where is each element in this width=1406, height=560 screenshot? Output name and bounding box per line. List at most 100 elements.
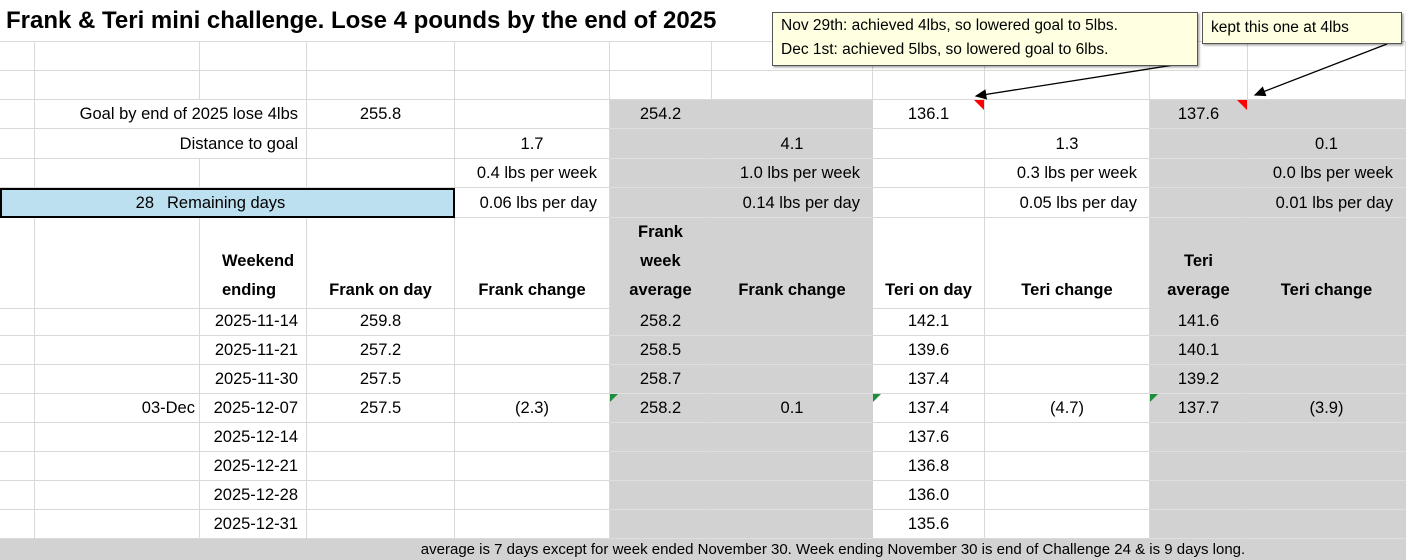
cell-note-date[interactable] bbox=[35, 307, 200, 336]
empty-cell[interactable] bbox=[35, 159, 200, 188]
cell-frank-avg-change[interactable] bbox=[712, 481, 873, 510]
frank-goal-cell[interactable]: 255.8 bbox=[307, 100, 455, 129]
cell-frank-change[interactable] bbox=[455, 307, 610, 336]
empty-cell[interactable] bbox=[307, 42, 455, 71]
cell-frank-avg-change[interactable]: 0.1 bbox=[712, 394, 873, 423]
header-teri-on-day[interactable]: Teri on day bbox=[873, 218, 985, 309]
empty-cell[interactable] bbox=[1150, 42, 1248, 71]
cell-teri-on-day[interactable]: 137.4 bbox=[873, 365, 985, 394]
remaining-days-cell[interactable]: 28 Remaining days bbox=[0, 188, 455, 218]
cell-frank-change[interactable] bbox=[455, 510, 610, 539]
empty-cell[interactable] bbox=[610, 129, 712, 159]
frank-per-day-cell[interactable]: 0.06 lbs per day bbox=[455, 188, 610, 218]
cell-frank-change[interactable] bbox=[455, 365, 610, 394]
cell-frank-on-day[interactable]: 259.8 bbox=[307, 307, 455, 336]
cell-frank-avg-change[interactable] bbox=[712, 510, 873, 539]
cell-weekend-ending[interactable]: 2025-12-21 bbox=[200, 452, 307, 481]
cell-weekend-ending[interactable]: 2025-11-21 bbox=[200, 336, 307, 365]
empty-cell[interactable] bbox=[0, 100, 35, 129]
cell-teri-on-day[interactable]: 142.1 bbox=[873, 307, 985, 336]
empty-cell[interactable] bbox=[0, 129, 35, 159]
header-teri-average[interactable]: Teri average bbox=[1150, 218, 1248, 309]
header-teri-change[interactable]: Teri change bbox=[985, 218, 1150, 309]
cell-frank-on-day[interactable]: 257.5 bbox=[307, 394, 455, 423]
cell-teri-average[interactable] bbox=[1150, 481, 1248, 510]
cell-frank-week-average[interactable] bbox=[610, 452, 712, 481]
empty-cell[interactable] bbox=[200, 159, 307, 188]
cell-teri-change[interactable] bbox=[985, 423, 1150, 452]
empty-cell[interactable] bbox=[610, 188, 712, 218]
empty-cell[interactable] bbox=[985, 71, 1150, 100]
footer-note-cell[interactable]: average is 7 days except for week ended … bbox=[200, 539, 1406, 560]
distance-label-cell[interactable]: Distance to goal bbox=[35, 129, 307, 159]
teri-goal-cell[interactable]: 136.1 bbox=[873, 100, 985, 129]
cell-note-date[interactable]: 03-Dec bbox=[35, 394, 200, 423]
empty-cell[interactable] bbox=[455, 71, 610, 100]
cell-note-date[interactable] bbox=[35, 452, 200, 481]
cell-frank-week-average[interactable]: 258.7 bbox=[610, 365, 712, 394]
cell-frank-week-average[interactable]: 258.5 bbox=[610, 336, 712, 365]
cell-note-date[interactable] bbox=[35, 336, 200, 365]
cell-frank-on-day[interactable]: 257.2 bbox=[307, 336, 455, 365]
cell-frank-week-average[interactable]: 258.2 bbox=[610, 307, 712, 336]
cell-teri-avg-change[interactable]: (3.9) bbox=[1248, 394, 1406, 423]
empty-cell[interactable] bbox=[307, 129, 455, 159]
empty-cell[interactable] bbox=[873, 188, 985, 218]
cell-teri-average[interactable]: 137.7 bbox=[1150, 394, 1248, 423]
cell-teri-change[interactable] bbox=[985, 452, 1150, 481]
cell-teri-change[interactable]: (4.7) bbox=[985, 394, 1150, 423]
cell-a[interactable] bbox=[0, 336, 35, 365]
cell-frank-avg-change[interactable] bbox=[712, 452, 873, 481]
cell-teri-avg-change[interactable] bbox=[1248, 510, 1406, 539]
cell-teri-avg-change[interactable] bbox=[1248, 307, 1406, 336]
teri-avg-per-week-cell[interactable]: 0.0 lbs per week bbox=[1248, 159, 1406, 188]
empty-cell[interactable] bbox=[610, 71, 712, 100]
cell-teri-on-day[interactable]: 137.6 bbox=[873, 423, 985, 452]
cell-frank-week-average[interactable] bbox=[610, 423, 712, 452]
empty-cell[interactable] bbox=[35, 42, 200, 71]
cell-frank-week-average[interactable]: 258.2 bbox=[610, 394, 712, 423]
empty-cell[interactable] bbox=[0, 71, 35, 100]
cell-teri-on-day[interactable]: 137.4 bbox=[873, 394, 985, 423]
cell-teri-on-day[interactable]: 139.6 bbox=[873, 336, 985, 365]
empty-cell[interactable] bbox=[35, 218, 200, 309]
header-frank-change[interactable]: Frank change bbox=[455, 218, 610, 309]
cell-teri-on-day[interactable]: 136.0 bbox=[873, 481, 985, 510]
empty-cell[interactable] bbox=[712, 100, 873, 129]
cell-frank-on-day[interactable] bbox=[307, 452, 455, 481]
teri-avg-distance-cell[interactable]: 0.1 bbox=[1248, 129, 1406, 159]
cell-frank-change[interactable] bbox=[455, 481, 610, 510]
empty-cell[interactable] bbox=[873, 129, 985, 159]
teri-avg-goal-cell[interactable]: 137.6 bbox=[1150, 100, 1248, 129]
empty-cell[interactable] bbox=[1150, 188, 1248, 218]
cell-weekend-ending[interactable]: 2025-11-14 bbox=[200, 307, 307, 336]
cell-frank-avg-change[interactable] bbox=[712, 423, 873, 452]
header-weekend-ending[interactable]: Weekend ending bbox=[200, 218, 307, 309]
cell-weekend-ending[interactable]: 2025-12-31 bbox=[200, 510, 307, 539]
frank-avg-distance-cell[interactable]: 4.1 bbox=[712, 129, 873, 159]
cell-a[interactable] bbox=[0, 365, 35, 394]
empty-cell[interactable] bbox=[0, 42, 35, 71]
cell-teri-avg-change[interactable] bbox=[1248, 452, 1406, 481]
empty-cell[interactable] bbox=[1150, 129, 1248, 159]
empty-cell[interactable] bbox=[1150, 159, 1248, 188]
empty-cell[interactable] bbox=[0, 159, 35, 188]
teri-per-week-cell[interactable]: 0.3 lbs per week bbox=[985, 159, 1150, 188]
cell-a[interactable] bbox=[0, 510, 35, 539]
cell-weekend-ending[interactable]: 2025-12-28 bbox=[200, 481, 307, 510]
cell-weekend-ending[interactable]: 2025-12-14 bbox=[200, 423, 307, 452]
empty-cell[interactable] bbox=[1248, 100, 1406, 129]
cell-note-date[interactable] bbox=[35, 481, 200, 510]
cell-teri-average[interactable]: 139.2 bbox=[1150, 365, 1248, 394]
cell-teri-change[interactable] bbox=[985, 307, 1150, 336]
cell-teri-change[interactable] bbox=[985, 365, 1150, 394]
empty-cell[interactable] bbox=[985, 100, 1150, 129]
empty-cell[interactable] bbox=[200, 71, 307, 100]
empty-cell[interactable] bbox=[1150, 71, 1248, 100]
empty-cell[interactable] bbox=[0, 218, 35, 309]
empty-cell[interactable] bbox=[1248, 71, 1406, 100]
cell-a[interactable] bbox=[0, 307, 35, 336]
cell-teri-avg-change[interactable] bbox=[1248, 336, 1406, 365]
empty-cell[interactable] bbox=[873, 159, 985, 188]
empty-cell[interactable] bbox=[610, 159, 712, 188]
